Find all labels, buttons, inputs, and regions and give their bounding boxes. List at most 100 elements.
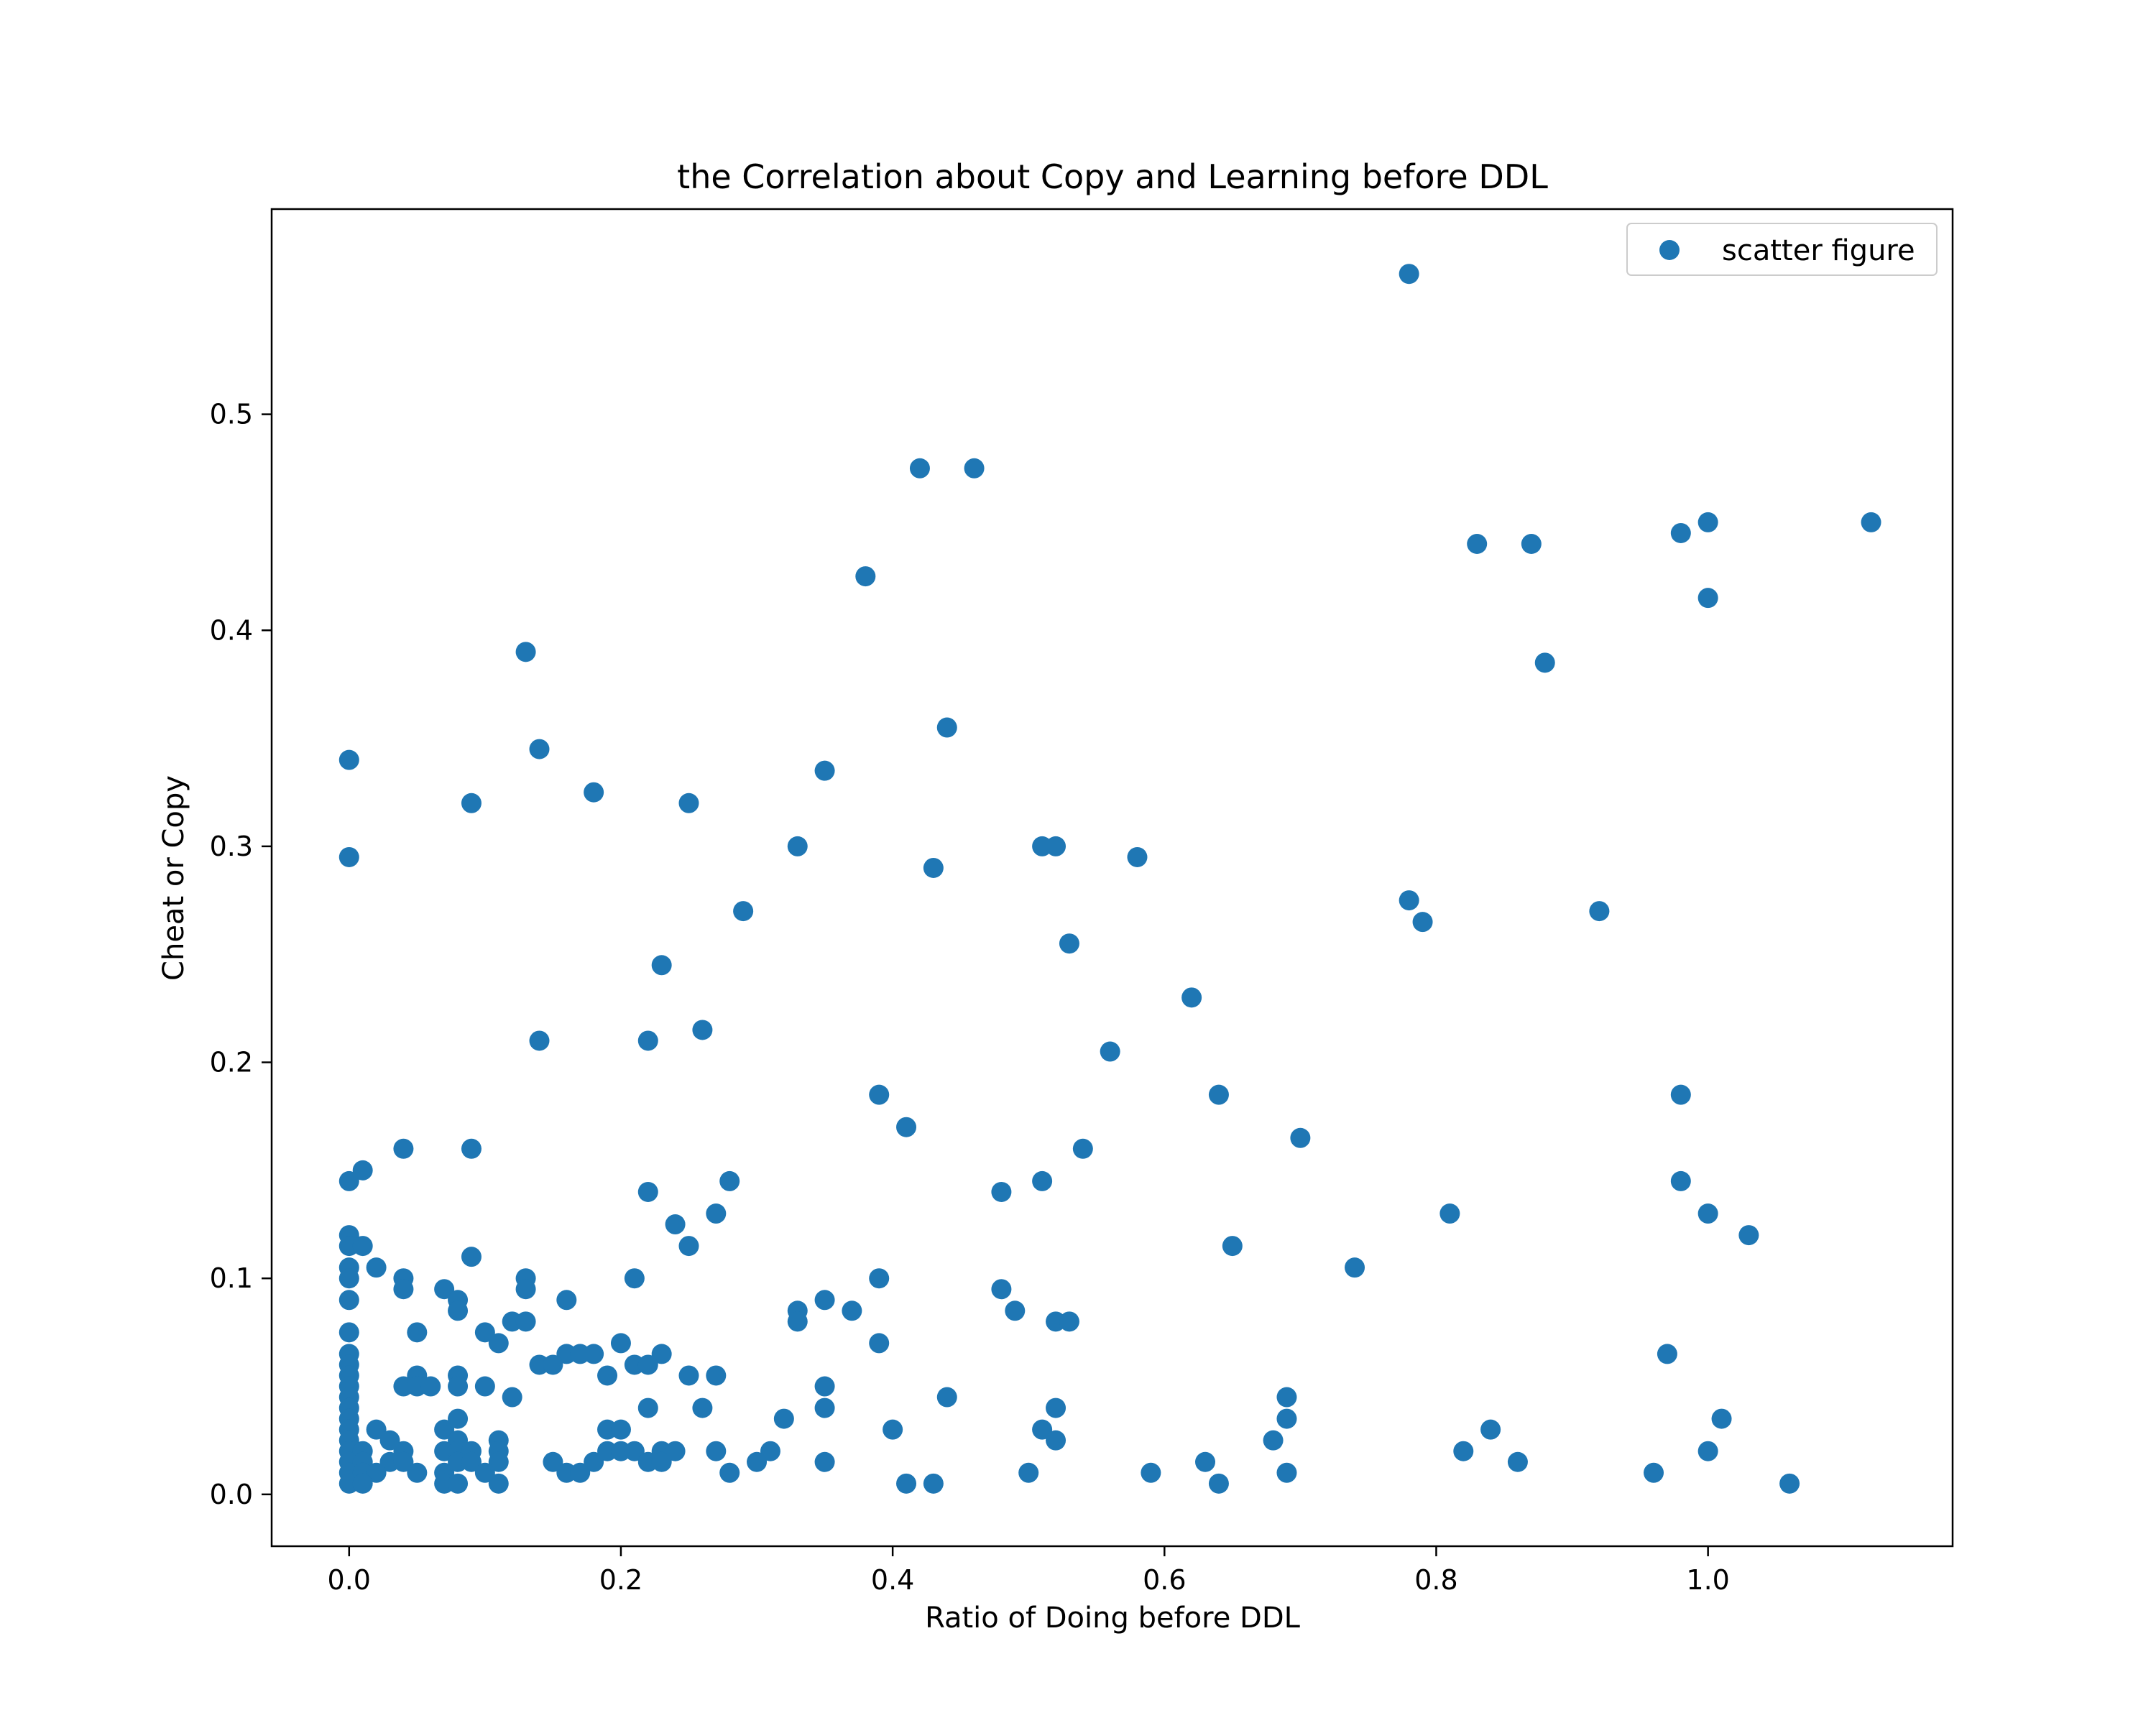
y-tick-label: 0.0	[210, 1479, 253, 1510]
scatter-point	[1697, 588, 1718, 609]
scatter-point	[923, 857, 944, 878]
scatter-point	[488, 1333, 509, 1354]
scatter-point	[474, 1462, 495, 1483]
scatter-point	[366, 1419, 387, 1440]
scatter-point	[1005, 1300, 1026, 1321]
y-tick-label: 0.1	[210, 1262, 253, 1294]
scatter-point	[584, 1451, 604, 1472]
scatter-point	[1399, 264, 1419, 285]
scatter-point	[814, 1451, 835, 1472]
scatter-point	[855, 566, 876, 587]
scatter-point	[1521, 534, 1542, 555]
scatter-point	[991, 1279, 1012, 1300]
scatter-point	[1589, 901, 1610, 922]
scatter-point	[1208, 1084, 1229, 1105]
scatter-point	[1208, 1473, 1229, 1494]
scatter-point	[678, 793, 699, 813]
scatter-point	[584, 782, 604, 803]
scatter-point	[814, 760, 835, 781]
scatter-point	[842, 1300, 862, 1321]
scatter-point	[733, 901, 754, 922]
scatter-point	[597, 1365, 618, 1386]
scatter-point	[474, 1322, 495, 1343]
scatter-point	[488, 1473, 509, 1494]
scatter-point	[869, 1268, 890, 1289]
scatter-point	[448, 1473, 469, 1494]
scatter-point	[1046, 836, 1067, 856]
scatter-point	[1141, 1462, 1161, 1483]
scatter-point	[338, 1268, 359, 1289]
scatter-point	[1779, 1473, 1800, 1494]
x-tick-label: 0.8	[1414, 1564, 1457, 1596]
y-tick-label: 0.5	[210, 399, 253, 430]
scatter-point	[637, 1354, 658, 1375]
legend: scatter figure	[1626, 223, 1938, 276]
scatter-point	[584, 1344, 604, 1364]
scatter-point	[1670, 1170, 1691, 1191]
scatter-point	[1127, 846, 1148, 867]
scatter-point	[909, 458, 930, 479]
scatter-point	[338, 846, 359, 867]
chart-title: the Correlation about Copy and Learning …	[677, 157, 1548, 196]
scatter-point	[379, 1430, 400, 1451]
scatter-point	[610, 1333, 631, 1354]
scatter-point	[964, 458, 985, 479]
scatter-point	[936, 1387, 957, 1408]
scatter-point	[448, 1376, 469, 1397]
scatter-point	[883, 1419, 903, 1440]
scatter-point	[338, 1290, 359, 1311]
x-axis-label: Ratio of Doing before DDL	[925, 1602, 1301, 1635]
scatter-point	[651, 1451, 672, 1472]
scatter-point	[814, 1397, 835, 1418]
scatter-point	[352, 1473, 373, 1494]
x-tick-label: 0.2	[599, 1564, 642, 1596]
data-points	[338, 264, 1881, 1494]
scatter-point	[1711, 1408, 1732, 1429]
scatter-point	[515, 1279, 536, 1300]
scatter-point	[692, 1397, 713, 1418]
scatter-point	[814, 1376, 835, 1397]
scatter-point	[747, 1451, 768, 1472]
scatter-point	[338, 1170, 359, 1191]
scatter-point	[719, 1170, 740, 1191]
scatter-point	[407, 1462, 428, 1483]
y-axis-ticks: 0.0 0.1 0.2 0.3 0.4 0.5	[210, 399, 272, 1510]
scatter-point	[678, 1365, 699, 1386]
scatter-point	[570, 1462, 591, 1483]
scatter-point	[1100, 1041, 1120, 1062]
scatter-point	[1072, 1138, 1093, 1159]
scatter-point	[869, 1084, 890, 1105]
scatter-point	[393, 1451, 414, 1472]
legend-box	[1626, 223, 1938, 276]
scatter-point	[706, 1203, 727, 1224]
scatter-point	[665, 1441, 686, 1461]
scatter-point	[1697, 512, 1718, 532]
scatter-point	[1697, 1203, 1718, 1224]
scatter-point	[1534, 652, 1555, 673]
scatter-point	[1018, 1462, 1039, 1483]
scatter-point	[1290, 1127, 1311, 1148]
scatter-point	[896, 1117, 917, 1137]
scatter-point	[1046, 1397, 1067, 1418]
scatter-point	[420, 1376, 441, 1397]
x-tick-label: 0.4	[871, 1564, 914, 1596]
scatter-point	[637, 1181, 658, 1202]
scatter-point	[434, 1419, 455, 1440]
scatter-point	[1738, 1225, 1759, 1246]
scatter-point	[556, 1290, 577, 1311]
scatter-point	[1399, 890, 1419, 911]
scatter-point	[529, 739, 550, 759]
scatter-point	[352, 1160, 373, 1181]
scatter-point	[543, 1451, 563, 1472]
scatter-point	[352, 1236, 373, 1257]
scatter-point	[338, 749, 359, 770]
scatter-point	[665, 1214, 686, 1235]
scatter-point	[1032, 1419, 1053, 1440]
scatter-point	[1670, 1084, 1691, 1105]
scatter-point	[610, 1419, 631, 1440]
scatter-point	[869, 1333, 890, 1354]
scatter-point	[502, 1387, 522, 1408]
